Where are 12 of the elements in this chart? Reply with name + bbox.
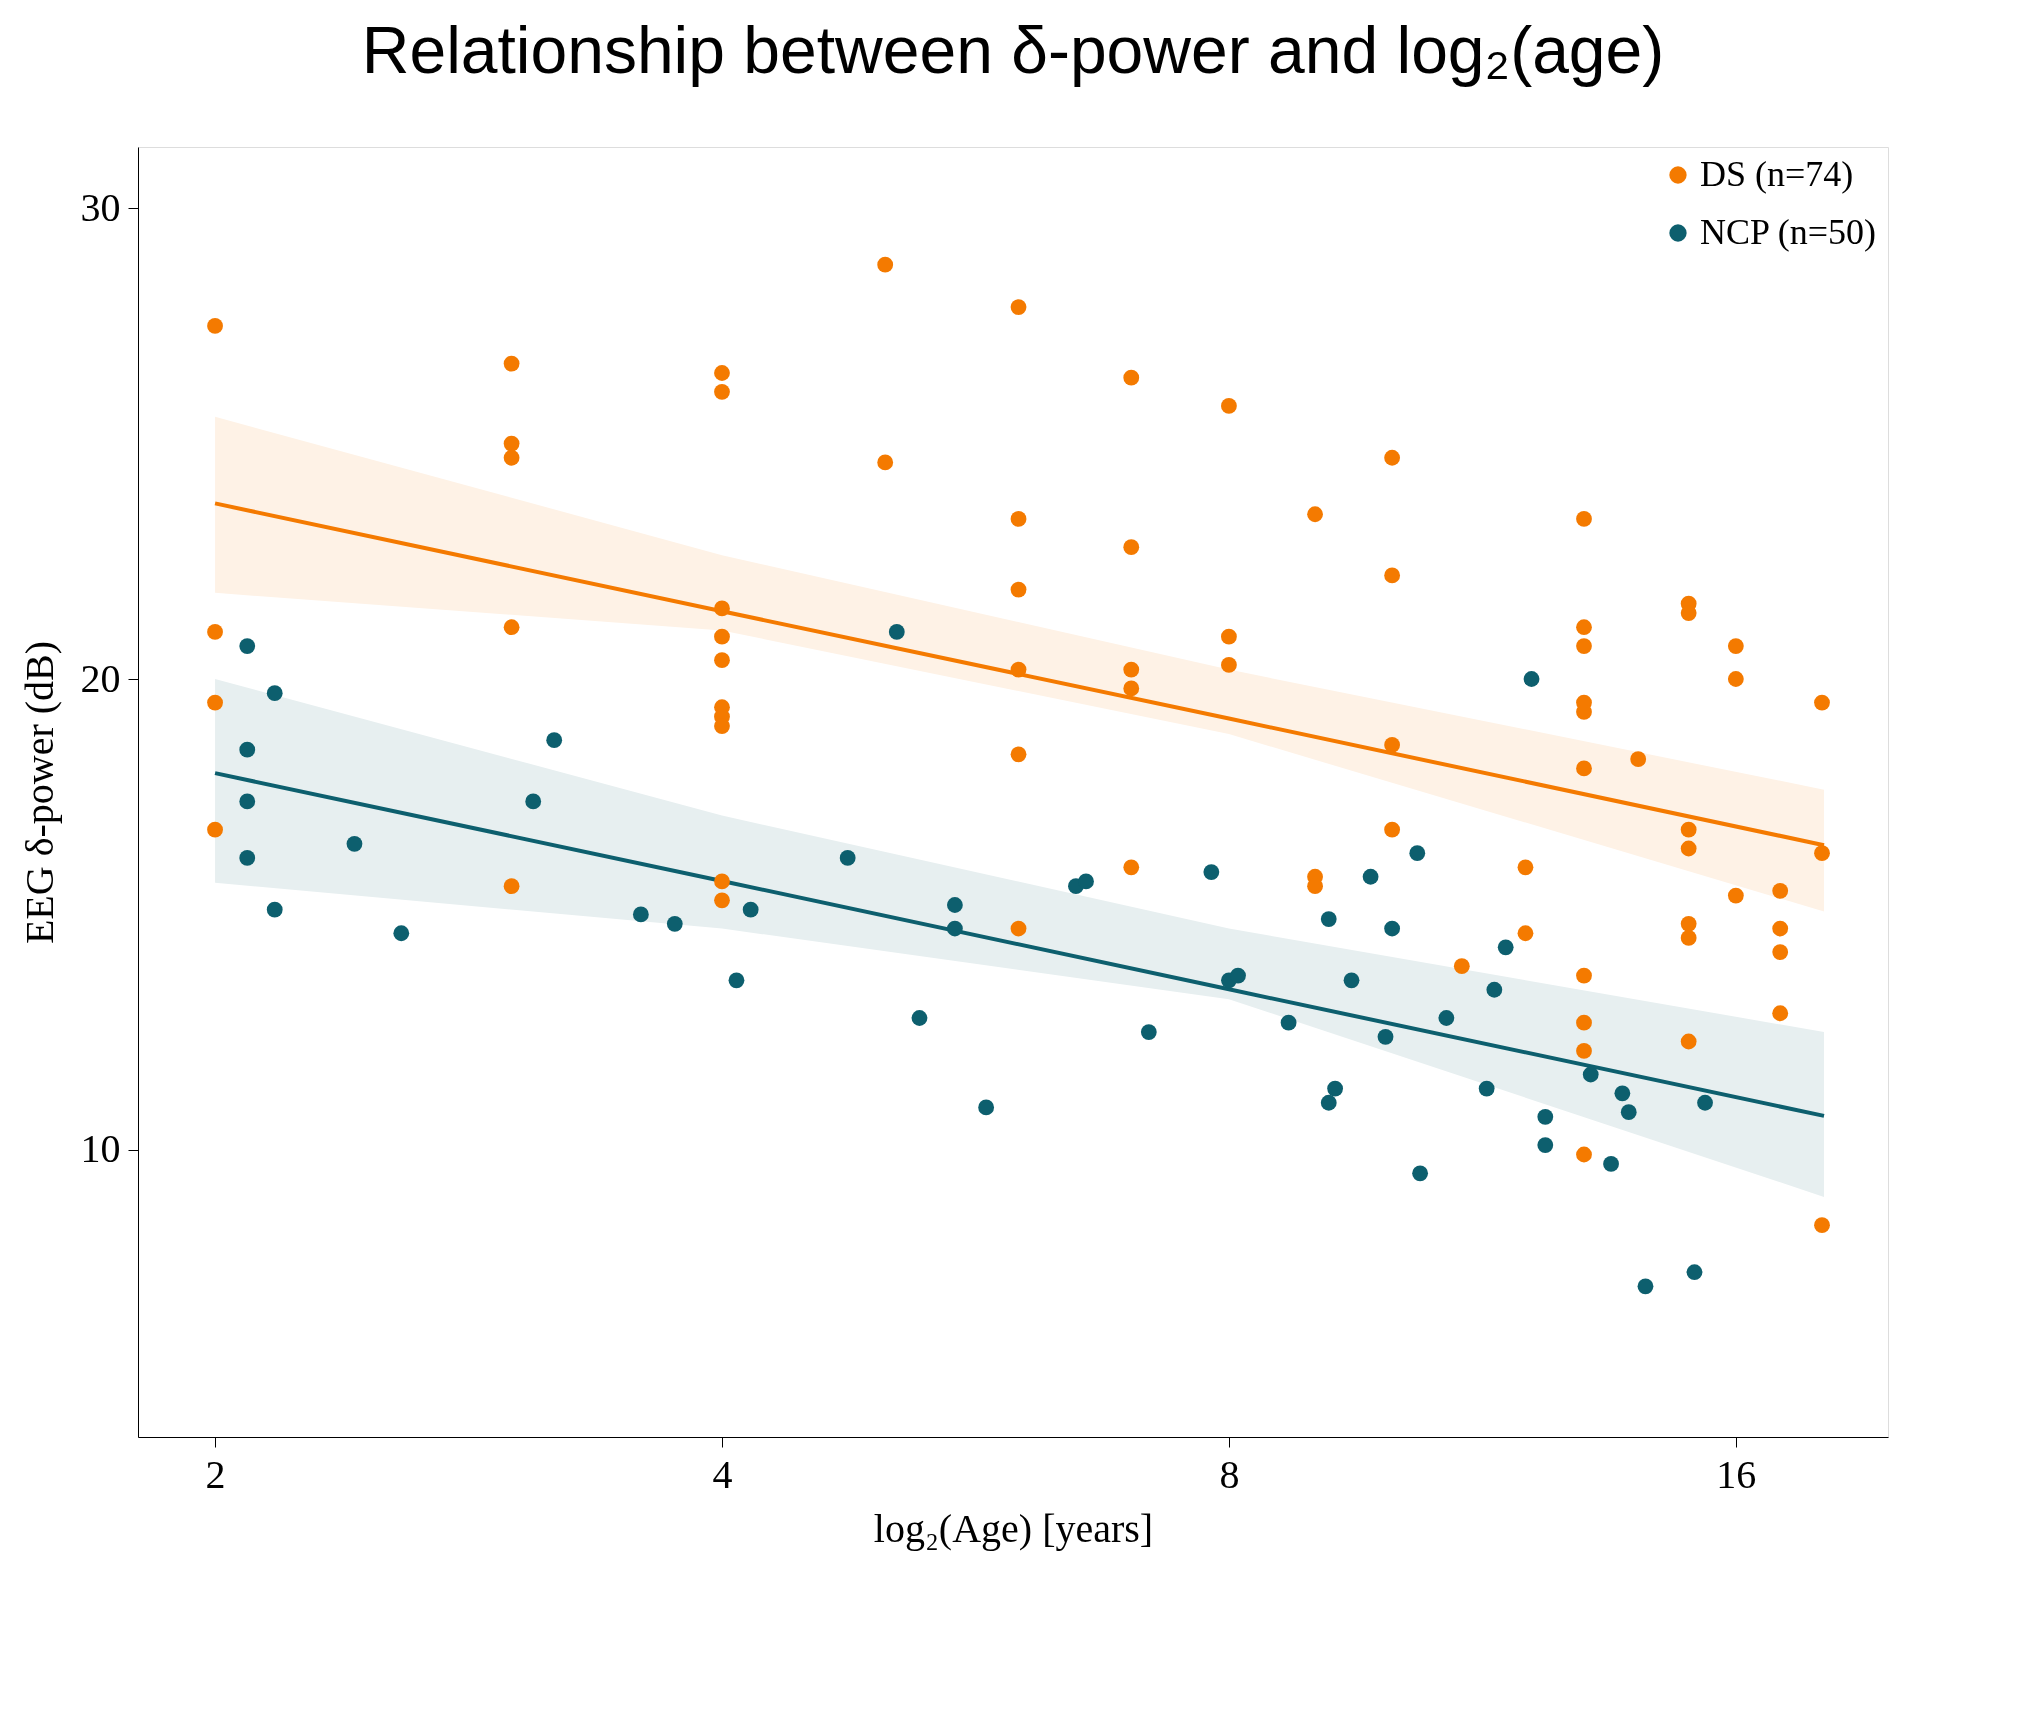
- chart-title: Relationship between δ-power and log₂(age): [361, 13, 1665, 87]
- x-axis-title: log₂(Age) [years]: [873, 1505, 1154, 1551]
- y-tick-label: 10: [80, 1126, 121, 1172]
- legend-label: DS (n=74): [1700, 154, 1854, 194]
- x-tick-label: 16: [1716, 1451, 1757, 1497]
- y-tick-label: 20: [80, 655, 121, 701]
- y-axis-title: EEG δ-power (dB): [16, 640, 62, 945]
- legend-label: NCP (n=50): [1700, 212, 1876, 252]
- x-tick-label: 8: [1219, 1451, 1240, 1497]
- y-tick-label: 30: [80, 184, 121, 230]
- x-tick-label: 2: [205, 1451, 226, 1497]
- x-tick-label: 4: [712, 1451, 733, 1497]
